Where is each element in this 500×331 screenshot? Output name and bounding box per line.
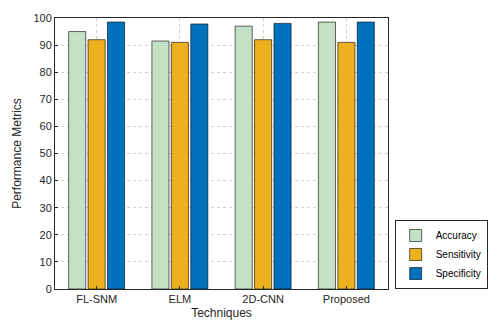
svg-text:ELM: ELM bbox=[169, 293, 192, 305]
svg-text:80: 80 bbox=[40, 66, 52, 78]
svg-text:20: 20 bbox=[40, 229, 52, 241]
svg-text:90: 90 bbox=[40, 39, 52, 51]
svg-text:70: 70 bbox=[40, 93, 52, 105]
svg-text:FL-SNM: FL-SNM bbox=[76, 293, 117, 305]
svg-text:10: 10 bbox=[40, 256, 52, 268]
svg-text:Sensitivity: Sensitivity bbox=[436, 249, 481, 260]
svg-text:60: 60 bbox=[40, 120, 52, 132]
svg-text:Proposed: Proposed bbox=[323, 293, 370, 305]
svg-text:Specificity: Specificity bbox=[436, 268, 481, 279]
svg-text:0: 0 bbox=[46, 283, 52, 295]
svg-text:40: 40 bbox=[40, 174, 52, 186]
svg-text:2D-CNN: 2D-CNN bbox=[242, 293, 284, 305]
svg-text:Performance Metrics: Performance Metrics bbox=[10, 98, 24, 209]
svg-text:Accuracy: Accuracy bbox=[436, 230, 477, 241]
svg-text:30: 30 bbox=[40, 202, 52, 214]
svg-text:100: 100 bbox=[33, 12, 51, 24]
svg-text:50: 50 bbox=[40, 147, 52, 159]
svg-text:Techniques: Techniques bbox=[191, 306, 252, 320]
